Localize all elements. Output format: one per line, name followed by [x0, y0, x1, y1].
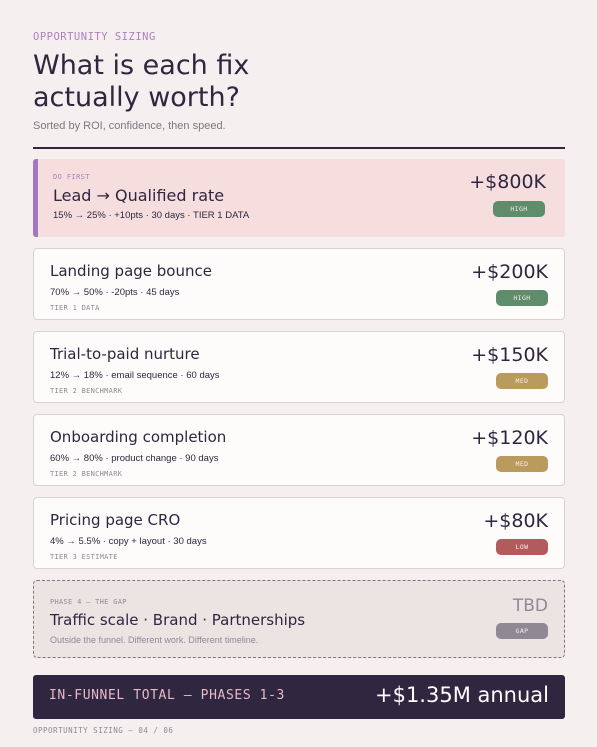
confidence-badge: MED	[496, 373, 548, 389]
opportunity-card-lead-qualified[interactable]: DO FIRST Lead → Qualified rate 15% → 25%…	[33, 159, 565, 237]
total-amount: +$1.35M annual	[374, 683, 549, 707]
card-title: Trial-to-paid nurture	[50, 345, 200, 363]
opportunity-card-trial-to-paid[interactable]: Trial-to-paid nurture 12% → 18% · email …	[33, 331, 565, 403]
card-meta: 70% → 50% · -20pts · 45 days	[50, 287, 180, 298]
card-value: TBD	[512, 596, 548, 616]
card-eyebrow: DO FIRST	[53, 173, 90, 181]
header-divider	[33, 147, 565, 149]
in-funnel-total-banner: IN-FUNNEL TOTAL — PHASES 1-3 +$1.35M ann…	[33, 675, 565, 719]
card-tier: TIER 3 ESTIMATE	[50, 553, 118, 561]
card-title: Lead → Qualified rate	[53, 186, 225, 205]
card-meta: 60% → 80% · product change · 90 days	[50, 453, 219, 464]
card-value: +$120K	[471, 427, 548, 449]
card-value: +$150K	[471, 344, 548, 366]
card-tier: TIER 2 BENCHMARK	[50, 470, 123, 478]
page-subtitle: Sorted by ROI, confidence, then speed.	[33, 120, 226, 132]
card-phase-label: PHASE 4 — THE GAP	[50, 598, 127, 606]
card-value: +$800K	[469, 171, 546, 193]
card-value: +$80K	[483, 510, 548, 532]
total-label: IN-FUNNEL TOTAL — PHASES 1-3	[49, 688, 285, 703]
card-title: Traffic scale · Brand · Partnerships	[50, 611, 306, 629]
confidence-badge: MED	[496, 456, 548, 472]
opportunity-card-pricing-cro[interactable]: Pricing page CRO 4% → 5.5% · copy + layo…	[33, 497, 565, 569]
card-meta: 15% → 25% · +10pts · 30 days · TIER 1 DA…	[53, 210, 250, 221]
card-value: +$200K	[471, 261, 548, 283]
card-tier: TIER 2 BENCHMARK	[50, 387, 123, 395]
confidence-badge: HIGH	[493, 201, 545, 217]
opportunity-card-landing-bounce[interactable]: Landing page bounce 70% → 50% · -20pts ·…	[33, 248, 565, 320]
card-title: Onboarding completion	[50, 428, 227, 446]
confidence-badge: LOW	[496, 539, 548, 555]
opportunity-card-onboarding[interactable]: Onboarding completion 60% → 80% · produc…	[33, 414, 565, 486]
eyebrow-label: OPPORTUNITY SIZING	[33, 31, 156, 43]
card-title: Pricing page CRO	[50, 511, 181, 529]
opportunity-card-gap[interactable]: PHASE 4 — THE GAP Traffic scale · Brand …	[33, 580, 565, 658]
card-meta: Outside the funnel. Different work. Diff…	[50, 635, 259, 645]
card-meta: 4% → 5.5% · copy + layout · 30 days	[50, 536, 207, 547]
card-meta: 12% → 18% · email sequence · 60 days	[50, 370, 220, 381]
confidence-badge: GAP	[496, 623, 548, 639]
page-footer: OPPORTUNITY SIZING — 04 / 06	[33, 726, 174, 735]
confidence-badge: HIGH	[496, 290, 548, 306]
page-title: What is each fix actually worth?	[33, 50, 250, 113]
card-tier: TIER 1 DATA	[50, 304, 100, 312]
card-title: Landing page bounce	[50, 262, 212, 280]
